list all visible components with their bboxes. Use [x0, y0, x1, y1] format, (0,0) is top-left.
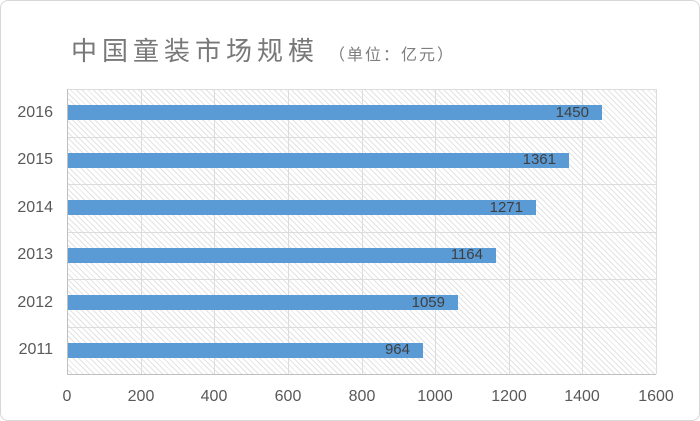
gridline-band-2	[67, 184, 656, 185]
bar-value-label-2016: 1450	[555, 104, 589, 121]
y-axis-label-2014: 2014	[17, 199, 53, 216]
x-axis-label-800: 800	[348, 388, 376, 405]
bar-value-label-2014: 1271	[489, 199, 523, 216]
bar-2012	[68, 295, 458, 310]
gridline-x-1200	[509, 89, 510, 374]
x-axis-label-0: 0	[62, 388, 72, 405]
bar-value-label-2012: 1059	[411, 294, 445, 311]
gridline-x-1000	[435, 89, 436, 374]
chart-title: 中国童装市场规模	[71, 37, 320, 66]
x-axis-label-1400: 1400	[564, 388, 600, 405]
bar-2015	[68, 153, 569, 168]
bar-2013	[68, 248, 496, 263]
bar-value-label-2015: 1361	[522, 151, 556, 168]
gridline-band-0	[67, 89, 656, 90]
gridline-band-3	[67, 232, 656, 233]
x-axis-label-400: 400	[200, 388, 228, 405]
gridline-x-200	[141, 89, 142, 374]
bar-value-label-2011: 964	[384, 341, 410, 358]
x-axis-label-1600: 1600	[638, 388, 674, 405]
y-axis-label-2011: 2011	[18, 341, 53, 358]
category-axis-line	[67, 89, 68, 375]
x-axis-label-600: 600	[274, 388, 302, 405]
bar-2016	[68, 105, 602, 120]
y-axis-label-2016: 2016	[17, 104, 53, 121]
gridline-x-600	[288, 89, 289, 374]
x-axis-label-1000: 1000	[417, 388, 453, 405]
bar-2014	[68, 200, 536, 215]
chart-unit-label: （单位：亿元）	[329, 47, 456, 64]
plot-background-hatch	[67, 89, 656, 374]
y-axis-label-2013: 2013	[17, 246, 53, 263]
chart-header: 中国童装市场规模 （单位：亿元）	[71, 31, 455, 68]
x-axis-label-200: 200	[127, 388, 155, 405]
gridline-x-1400	[582, 89, 583, 374]
gridline-band-5	[67, 327, 656, 328]
gridline-x-400	[214, 89, 215, 374]
y-axis-label-2012: 2012	[17, 294, 53, 311]
y-axis-label-2015: 2015	[17, 151, 53, 168]
gridline-x-1600	[656, 89, 657, 374]
bar-value-label-2013: 1164	[450, 246, 483, 263]
gridline-band-4	[67, 279, 656, 280]
gridline-band-1	[67, 137, 656, 138]
value-axis-line	[67, 374, 656, 375]
bar-2011	[68, 343, 423, 358]
gridline-x-800	[362, 89, 363, 374]
x-axis-label-1200: 1200	[491, 388, 527, 405]
